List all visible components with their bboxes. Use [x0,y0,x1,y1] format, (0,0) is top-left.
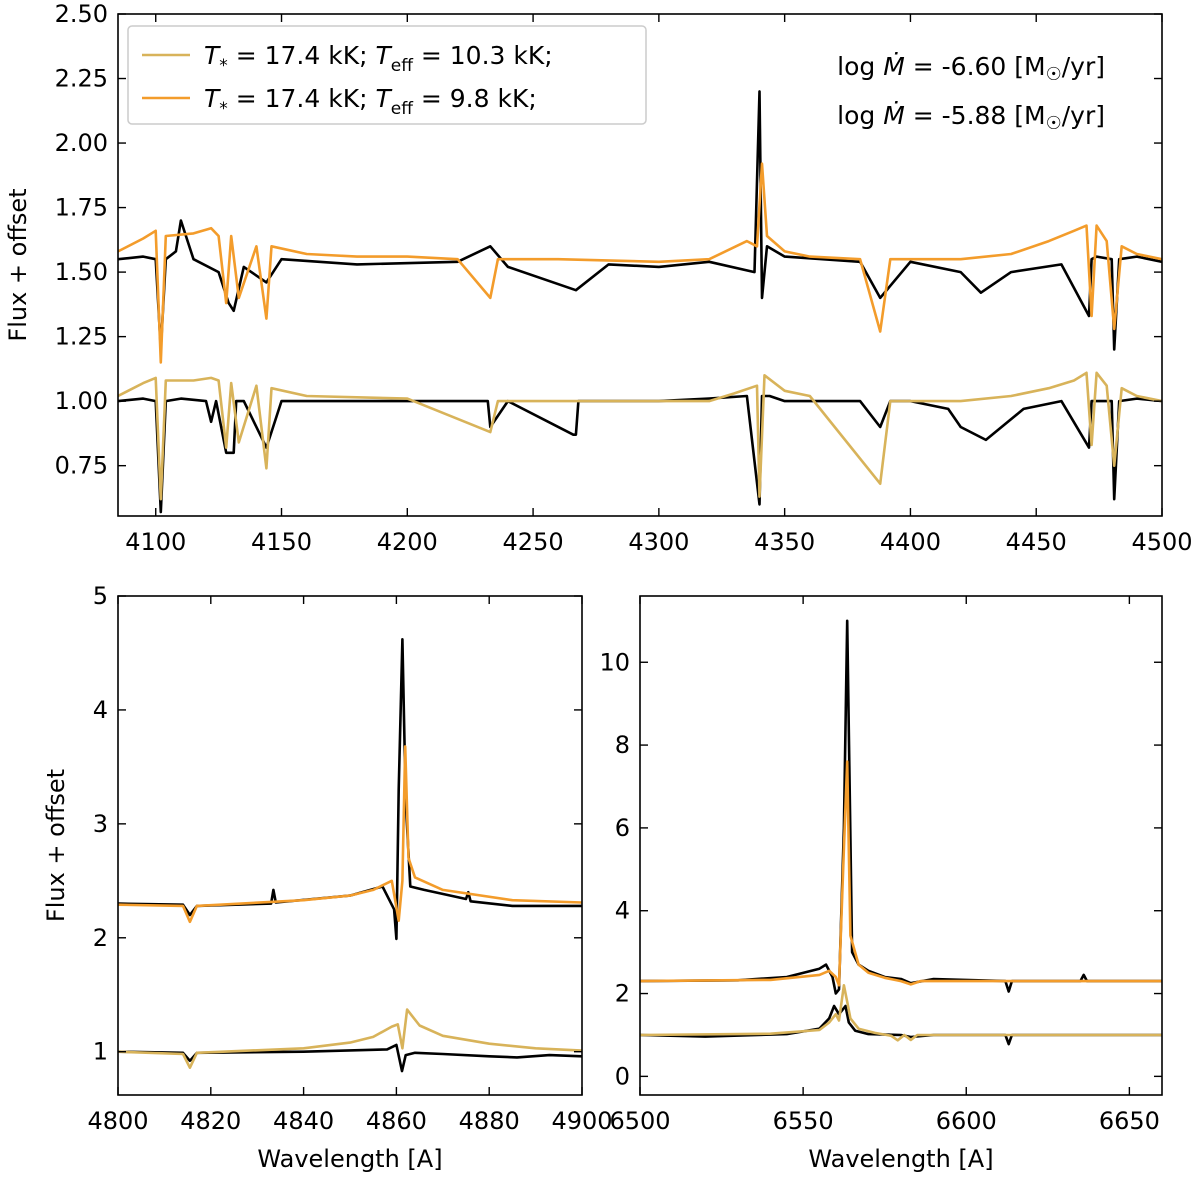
x-tick-label: 4100 [125,528,186,556]
x-tick-label: 4860 [366,1107,427,1135]
x-tick-label: 4800 [87,1107,148,1135]
axes-frame [639,595,1163,1096]
axes-frame [117,595,583,1096]
y-axis-label: Flux + offset [42,769,70,922]
legend-entry-model-high: T* = 17.4 kK; Teff = 9.8 kK; [204,84,537,119]
y-tick-label: 0 [615,1062,630,1090]
x-axis-label: Wavelength [A] [808,1145,993,1173]
x-tick-label: 6650 [1099,1107,1160,1135]
x-tick-label: 4200 [377,528,438,556]
y-tick-label: 4 [93,696,108,724]
legend-entry-model-low: T* = 17.4 kK; Teff = 10.3 kK; [204,41,553,76]
panel-bottom-left: 4800 4820 4840 4860 4880 4900 1 2 3 4 5 Wavelength … [42,582,613,1173]
x-tick-label: 6600 [936,1107,997,1135]
series-line-observed-2 [118,394,1162,514]
axes-frame [117,13,1163,517]
y-tick-label: 2 [615,980,630,1008]
x-tick-label: 4450 [1006,528,1067,556]
x-axis-label: Wavelength [A] [257,1145,442,1173]
legend-box [127,25,647,125]
series-group [118,90,1162,514]
series-line-model-high-1 [118,745,582,924]
y-tick-label: 4 [615,897,630,925]
y-tick-label: 1.25 [55,323,108,351]
y-tick-label: 0.75 [55,452,108,480]
x-tick-label: 4400 [880,528,941,556]
series-line-observed-2 [640,1004,1162,1046]
series-line-model-low-3 [640,983,1162,1042]
series-line-model-high-1 [118,162,1162,364]
x-tick-label: 4900 [551,1107,612,1135]
x-tick-label: 4150 [251,528,312,556]
annotation-mdot-low: log Ṁ = -6.60 [M☉/yr] [837,52,1105,85]
y-tick-label: 2.25 [55,65,108,93]
series-group [640,619,1162,1046]
y-tick-label: 1 [93,1038,108,1066]
x-tick-label: 6500 [609,1107,670,1135]
y-tick-label: 3 [93,810,108,838]
y-tick-label: 8 [615,731,630,759]
y-tick-label: 2.00 [55,129,108,157]
series-line-observed-0 [640,619,1162,995]
y-tick-label: 1.50 [55,258,108,286]
x-tick-label: 6550 [773,1107,834,1135]
series-line-model-low-3 [118,371,1162,501]
x-tick-label: 4300 [628,528,689,556]
y-tick-label: 1.75 [55,194,108,222]
x-tick-label: 4820 [180,1107,241,1135]
panel-bottom-right: 6500 6550 6600 6650 0 2 4 6 8 10 Wavelength [A] [599,595,1163,1173]
y-tick-label: 10 [599,648,630,676]
y-axis-label: Flux + offset [4,188,32,341]
series-line-model-high-1 [640,760,1162,987]
annotation-mdot-high: log Ṁ = -5.88 [M☉/yr] [837,101,1105,134]
y-tick-label: 2 [93,924,108,952]
series-line-observed-2 [118,1043,582,1073]
y-tick-label: 1.00 [55,387,108,415]
series-line-model-low-3 [118,1008,582,1069]
y-tick-label: 5 [93,582,108,610]
x-tick-label: 4350 [754,528,815,556]
legend: T* = 17.4 kK; Teff = 10.3 kK; T* = 17.4 … [127,25,647,125]
series-line-observed-0 [118,90,1162,351]
panel-top: 4100 4150 4200 4250 4300 4350 4400 4450 4500 0.75… [4,0,1193,556]
series-line-observed-0 [118,637,582,941]
series-group [118,637,582,1073]
x-tick-label: 4840 [273,1107,334,1135]
x-tick-label: 4880 [459,1107,520,1135]
y-tick-label: 6 [615,814,630,842]
y-tick-label: 2.50 [55,0,108,28]
x-tick-label: 4500 [1131,528,1192,556]
x-tick-label: 4250 [503,528,564,556]
